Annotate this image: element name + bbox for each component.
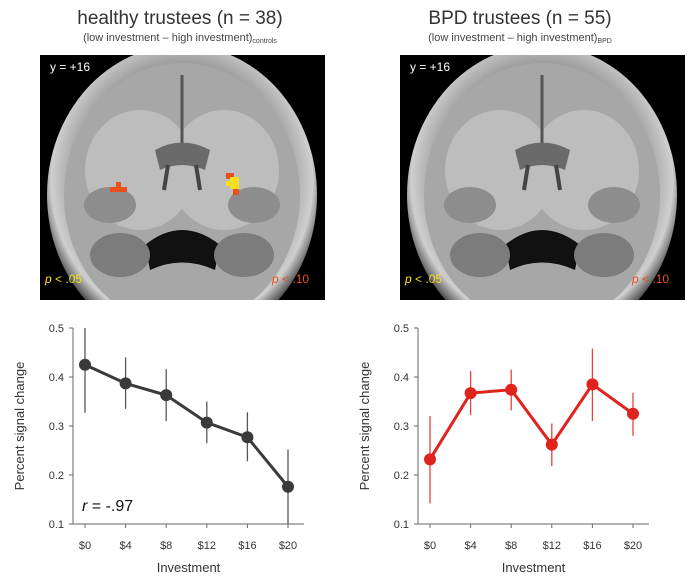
control-chart-data-point: [119, 377, 132, 390]
right-brain-image: [400, 55, 685, 300]
control-chart-y-tick-label: 0.1: [49, 519, 64, 531]
left-subtitle-main: (low investment – high investment): [83, 32, 253, 44]
bpd-chart-y-tick-label: 0.4: [394, 372, 409, 384]
control-chart-correlation-value: = -.97: [87, 498, 133, 515]
bpd-chart-y-axis-label: Percent signal change: [357, 362, 372, 491]
bpd-chart-x-tick-label: $0: [424, 540, 436, 552]
right-p-low-label: p < .05: [405, 272, 442, 286]
bpd-signal-chart: 0.1 0.2 0.3 0.4 0.5 $0 $4 $8 $12 $16 $20 Investment…: [357, 323, 649, 575]
control-chart-x-tick-label: $4: [119, 540, 131, 552]
control-chart-y-tick-label: 0.4: [49, 372, 64, 384]
control-chart-x-tick-label: $8: [160, 540, 172, 552]
control-chart-correlation-r: r: [82, 498, 88, 515]
bpd-chart-x-tick-label: $4: [464, 540, 476, 552]
right-subtitle-main: (low investment – high investment): [428, 32, 598, 44]
bpd-chart-data-point: [505, 383, 518, 396]
bpd-chart-y-tick-label: 0.5: [394, 323, 409, 335]
bpd-chart-data-point: [545, 438, 558, 451]
bpd-chart-x-tick-label: $12: [543, 540, 561, 552]
bpd-chart-y-tick-label: 0.3: [394, 421, 409, 433]
control-chart-data-point: [241, 431, 254, 444]
control-signal-chart: 0.1 0.2 0.3 0.4 0.5 $0 $4 $8 $12 $16 $20 Investment…: [12, 323, 304, 575]
right-brain-slice: [400, 55, 685, 300]
bpd-chart-x-tick-label: $8: [505, 540, 517, 552]
left-p-high-label: p < .10: [272, 272, 309, 286]
control-chart-y-tick-label: 0.2: [49, 470, 64, 482]
control-chart-series-line: [84, 363, 290, 488]
right-panel-subtitle: (low investment – high investment)BPD: [370, 32, 670, 45]
control-chart-data-point: [160, 389, 173, 402]
left-panel-title: healthy trustees (n = 38): [77, 8, 283, 29]
bpd-chart-series-line: [428, 382, 634, 461]
control-chart-x-axis-label: Investment: [157, 560, 221, 575]
bpd-chart-data-point: [627, 407, 639, 420]
right-subtitle-sub: BPD: [597, 38, 612, 45]
left-brain-slice: [40, 55, 325, 300]
control-chart-data-point: [282, 480, 294, 493]
right-p-low-letter: p: [405, 272, 412, 286]
control-chart-x-tick-label: $20: [279, 540, 297, 552]
right-p-high-value: < .10: [642, 272, 670, 286]
bpd-chart-y-tick-label: 0.1: [394, 519, 409, 531]
left-p-high-letter: p: [272, 272, 279, 286]
bpd-chart-data-point: [586, 378, 599, 391]
left-slice-coordinate: y = +16: [50, 60, 91, 74]
right-slice-coordinate: y = +16: [410, 60, 451, 74]
control-chart-y-tick-label: 0.5: [49, 323, 64, 335]
left-panel-subtitle: (low investment – high investment)contro…: [30, 32, 330, 45]
left-subtitle-sub: controls: [252, 38, 277, 45]
left-p-high-value: < .10: [282, 272, 310, 286]
left-p-low-letter: p: [45, 272, 52, 286]
control-chart-x-tick-label: $0: [79, 540, 91, 552]
right-p-low-value: < .05: [415, 272, 443, 286]
bpd-chart-y-tick-label: 0.2: [394, 470, 409, 482]
control-chart-y-axis-label: Percent signal change: [12, 362, 27, 491]
left-p-low-value: < .05: [55, 272, 83, 286]
left-p-low-label: p < .05: [45, 272, 82, 286]
bpd-chart-x-axis-label: Investment: [502, 560, 566, 575]
control-chart-x-tick-label: $16: [238, 540, 256, 552]
control-chart-x-tick-label: $12: [198, 540, 216, 552]
right-p-high-letter: p: [632, 272, 639, 286]
control-chart-correlation-annotation: r = -.97: [82, 498, 133, 515]
bpd-chart-data-point: [424, 453, 436, 466]
control-chart-y-tick-label: 0.3: [49, 421, 64, 433]
right-panel-title: BPD trustees (n = 55): [428, 8, 612, 29]
right-p-high-label: p < .10: [632, 272, 669, 286]
bpd-chart-data-point: [464, 387, 477, 400]
left-brain-image: [40, 55, 325, 300]
control-chart-data-point: [79, 358, 91, 371]
bpd-chart-x-tick-label: $20: [624, 540, 642, 552]
control-chart-data-point: [200, 416, 213, 429]
bpd-chart-x-tick-label: $16: [583, 540, 601, 552]
